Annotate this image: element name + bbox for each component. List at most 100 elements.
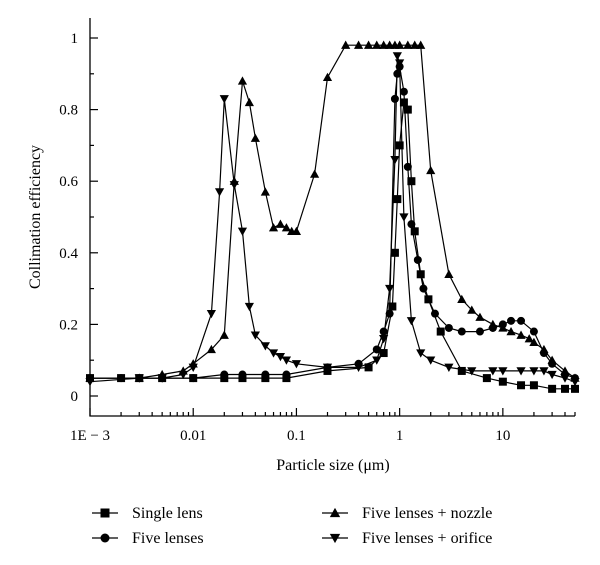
- data-point-triangle-up: [516, 330, 526, 339]
- data-point-triangle-up: [372, 40, 382, 49]
- data-point-circle: [385, 309, 394, 318]
- data-point-circle: [407, 220, 416, 229]
- data-point-circle: [220, 370, 229, 379]
- data-point-circle: [403, 162, 412, 171]
- data-point-triangle-up: [353, 40, 364, 49]
- data-point-triangle-down: [322, 363, 333, 372]
- x-tick-label: 0.01: [180, 428, 206, 444]
- data-point-triangle-up: [498, 323, 508, 332]
- data-point-circle: [379, 327, 388, 336]
- data-point-triangle-down: [85, 378, 95, 387]
- data-point-square: [571, 384, 579, 393]
- data-point-triangle-up: [539, 344, 549, 354]
- data-point-triangle-up: [416, 40, 426, 49]
- data-point-triangle-down: [395, 59, 405, 68]
- data-point-square: [393, 195, 402, 204]
- data-point-circle: [517, 316, 526, 325]
- data-point-triangle-down: [260, 342, 270, 351]
- data-point-triangle-up: [268, 223, 279, 232]
- data-point-triangle-up: [244, 97, 254, 107]
- data-point-triangle-up: [475, 312, 485, 321]
- y-axis-ticks: 0 0.2 0.4 0.6 0.8 1: [59, 31, 98, 405]
- data-point-triangle-down: [539, 367, 549, 376]
- data-point-triangle-down: [547, 370, 557, 380]
- data-point-triangle-up: [560, 366, 570, 375]
- x-axis-title: Particle size (μm): [276, 457, 389, 474]
- data-point-triangle-up: [395, 40, 405, 49]
- data-point-triangle-down: [467, 367, 477, 376]
- data-point-triangle-up: [206, 344, 216, 354]
- data-point-triangle-down: [219, 95, 229, 104]
- data-point-triangle-down: [390, 156, 400, 165]
- plot-frame: [89, 18, 575, 417]
- data-point-triangle-down: [229, 181, 239, 190]
- data-point-square: [410, 227, 419, 236]
- data-point-triangle-up: [250, 133, 260, 142]
- data-point-triangle-up: [457, 294, 467, 304]
- data-point-triangle-up: [237, 76, 248, 85]
- data-point-triangle-down: [488, 367, 498, 376]
- legend-marker-circle: [100, 533, 110, 543]
- data-point-triangle-up: [547, 355, 557, 364]
- data-point-triangle-up: [529, 337, 539, 346]
- data-point-triangle-down: [529, 367, 539, 376]
- y-tick-label: 0.2: [59, 317, 78, 333]
- data-point-circle: [399, 87, 408, 96]
- x-tick-label: 1: [396, 428, 404, 444]
- data-point-triangle-down: [372, 356, 382, 365]
- data-point-circle: [457, 327, 466, 336]
- data-point-triangle-up: [506, 326, 516, 336]
- data-point-triangle-up: [410, 40, 420, 49]
- data-point-triangle-up: [426, 165, 436, 175]
- data-point-square: [482, 374, 491, 383]
- data-point-triangle-up: [444, 269, 454, 278]
- data-point-square: [436, 327, 445, 336]
- legend-label: Five lenses + nozzle: [362, 505, 492, 522]
- data-point-triangle-up: [281, 223, 292, 232]
- data-point-circle: [390, 94, 399, 103]
- data-point-triangle-down: [291, 360, 302, 369]
- series-line: [89, 55, 576, 383]
- data-point-triangle-up: [322, 72, 333, 82]
- legend-marker-triangle-up: [329, 507, 341, 518]
- data-point-triangle-up: [341, 40, 351, 49]
- data-point-triangle-up: [467, 305, 477, 314]
- data-point-triangle-down: [281, 356, 292, 365]
- legend-item: Single lens: [92, 505, 203, 522]
- data-point-square: [403, 105, 412, 114]
- y-tick-label: 1: [71, 31, 79, 47]
- data-point-circle: [507, 316, 516, 325]
- data-point-square: [407, 177, 416, 186]
- data-point-triangle-down: [399, 213, 409, 222]
- data-point-triangle-down: [214, 188, 225, 197]
- data-point-triangle-up: [260, 187, 270, 196]
- data-point-circle: [372, 345, 381, 354]
- data-point-triangle-down: [392, 52, 402, 61]
- data-point-triangle-down: [134, 374, 144, 383]
- data-point-triangle-down: [244, 302, 254, 312]
- legend-marker-square: [100, 508, 110, 518]
- data-point-triangle-down: [516, 367, 526, 376]
- data-point-triangle-down: [426, 356, 436, 365]
- legend-item: Five lenses + nozzle: [322, 505, 492, 522]
- legend-label: Five lenses: [132, 530, 204, 547]
- data-point-triangle-down: [570, 378, 580, 387]
- series-line: [90, 100, 575, 390]
- data-point-triangle-up: [310, 169, 320, 178]
- data-point-square: [517, 381, 526, 390]
- data-point-triangle-down: [385, 284, 395, 294]
- data-point-square: [390, 248, 399, 257]
- data-point-triangle-down: [250, 331, 260, 340]
- data-point-circle: [475, 327, 484, 336]
- data-point-square: [379, 349, 388, 358]
- legend: Single lens Five lenses Five lenses + nozz…: [92, 505, 492, 547]
- data-point-square: [548, 384, 557, 393]
- data-point-circle: [189, 374, 198, 383]
- x-tick-label: 10: [495, 428, 510, 444]
- data-point-triangle-up: [379, 40, 389, 49]
- data-point-square: [388, 302, 397, 311]
- data-point-circle: [430, 309, 439, 318]
- legend-item: Five lenses + orifice: [322, 530, 492, 547]
- data-point-triangle-up: [363, 40, 374, 49]
